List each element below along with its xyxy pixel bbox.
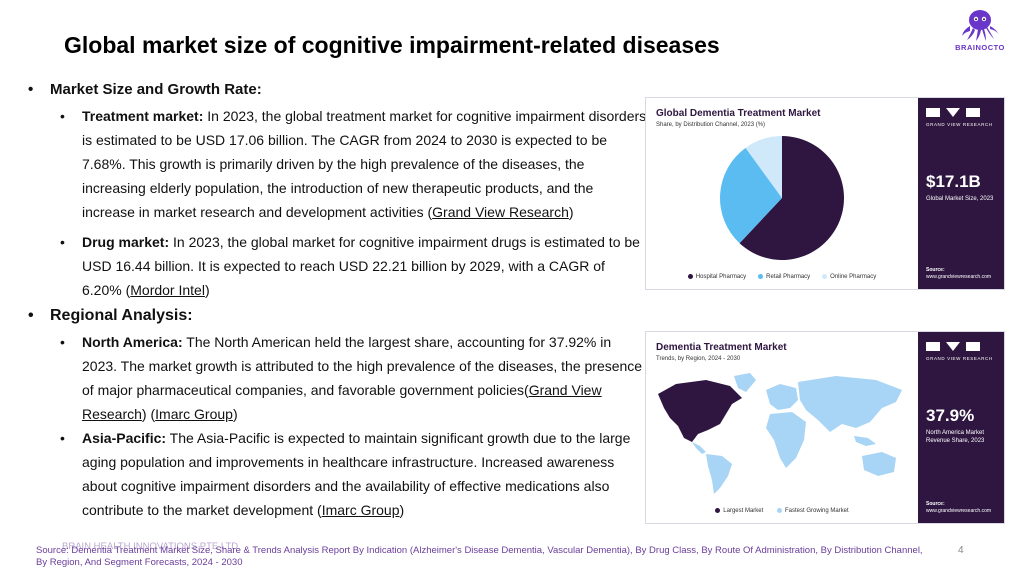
north-america-label: North America:	[82, 334, 183, 350]
legend-swatch	[687, 273, 693, 279]
map-legend: Largest Market Fastest Growing Market	[646, 507, 918, 514]
asia-pacific-item: • Asia-Pacific: The Asia-Pacific is expe…	[56, 426, 648, 522]
legend-swatch	[822, 273, 828, 279]
world-map	[658, 373, 902, 494]
bullet-icon: •	[60, 430, 65, 446]
logo-text: BRAINOCTO	[955, 43, 1005, 52]
bullet-icon: •	[60, 234, 65, 250]
page-number: 4	[958, 545, 964, 556]
source-note: Source: www.grandviewresearch.com	[926, 501, 992, 514]
legend-swatch	[758, 273, 764, 279]
source-footnote: Source: Dementia Treatment Market Size, …	[36, 545, 923, 568]
north-america-item: • North America: The North American held…	[56, 330, 648, 426]
card-title: Dementia Treatment Market	[656, 342, 787, 353]
legend-label: Online Pharmacy	[830, 274, 877, 280]
company-watermark: BRAIN HEALTH INNOVATIONS PTE LTD	[62, 541, 239, 552]
map-greenland	[734, 373, 756, 392]
map-south-america	[706, 454, 732, 494]
card-subtitle: Trends, by Region, 2024 - 2030	[656, 356, 741, 362]
legend-item: Hospital Pharmacy	[687, 273, 747, 280]
regional-trends-card: Dementia Treatment Market Trends, by Reg…	[645, 331, 1005, 524]
asia-pacific-label: Asia-Pacific:	[82, 430, 167, 446]
bullet-icon: •	[60, 334, 65, 350]
distribution-channel-card: Global Dementia Treatment Market Share, …	[645, 97, 1005, 290]
map-north-america	[658, 380, 742, 442]
map-central-america	[692, 442, 706, 454]
gvr-logo: GRAND VIEW RESEARCH	[926, 342, 996, 361]
market-size-caption: Global Market Size, 2023	[926, 196, 994, 202]
map-se-asia	[854, 436, 876, 446]
legend-item: Retail Pharmacy	[758, 273, 811, 280]
grand-view-research-link[interactable]: Grand View Research	[432, 204, 569, 220]
treatment-market-item: • Treatment market: In 2023, the global …	[56, 104, 648, 224]
main-content: • Market Size and Growth Rate: • Treatme…	[28, 78, 648, 522]
imarc-group-link[interactable]: Imarc Group	[155, 406, 233, 422]
bullet-icon: •	[28, 81, 34, 98]
card-title: Global Dementia Treatment Market	[656, 108, 821, 119]
treatment-label: Treatment market:	[82, 108, 204, 124]
map-australia	[862, 452, 896, 476]
legend-label: Retail Pharmacy	[766, 274, 811, 280]
grand-view-research-link[interactable]: Grand View Research	[82, 382, 602, 422]
source-note: Source: www.grandviewresearch.com	[926, 267, 992, 280]
drug-label: Drug market:	[82, 234, 170, 250]
pie-slice-hospital-pharmacy	[739, 136, 844, 260]
revenue-share-caption: North America Market Revenue Share, 2023	[926, 430, 985, 444]
legend-item: Online Pharmacy	[822, 273, 877, 280]
legend-label: Hospital Pharmacy	[695, 274, 747, 280]
gvr-logo: GRAND VIEW RESEARCH	[926, 108, 996, 127]
page-title: Global market size of cognitive impairme…	[64, 32, 720, 58]
map-asia	[798, 376, 902, 432]
legend-swatch	[777, 507, 782, 513]
brainocto-logo: BRAINOCTO	[955, 8, 1005, 52]
map-africa	[766, 412, 806, 468]
pie-slice-online-pharmacy	[745, 136, 782, 198]
map-europe	[766, 384, 798, 410]
legend-item: Largest Market	[715, 507, 763, 514]
pie-chart	[720, 136, 844, 260]
section-heading-regional: • Regional Analysis:	[28, 304, 648, 328]
pie-legend: Hospital Pharmacy Retail Pharmacy Online P…	[646, 273, 918, 280]
drug-market-item: • Drug market: In 2023, the global marke…	[56, 230, 648, 302]
bullet-icon: •	[60, 108, 65, 124]
legend-item: Fastest Growing Market	[777, 507, 849, 514]
market-size-value: $17.1B	[926, 172, 981, 191]
imarc-group-link[interactable]: Imarc Group	[321, 502, 400, 518]
octopus-icon	[962, 10, 999, 41]
bullet-icon: •	[28, 307, 34, 324]
mordor-intel-link[interactable]: Mordor Intel	[130, 282, 205, 298]
pie-slice-retail-pharmacy	[720, 147, 782, 244]
card-subtitle: Share, by Distribution Channel, 2023 (%)	[656, 122, 766, 128]
legend-swatch	[715, 507, 721, 513]
revenue-share-value: 37.9%	[926, 406, 975, 425]
section-heading-market: • Market Size and Growth Rate:	[28, 78, 648, 102]
